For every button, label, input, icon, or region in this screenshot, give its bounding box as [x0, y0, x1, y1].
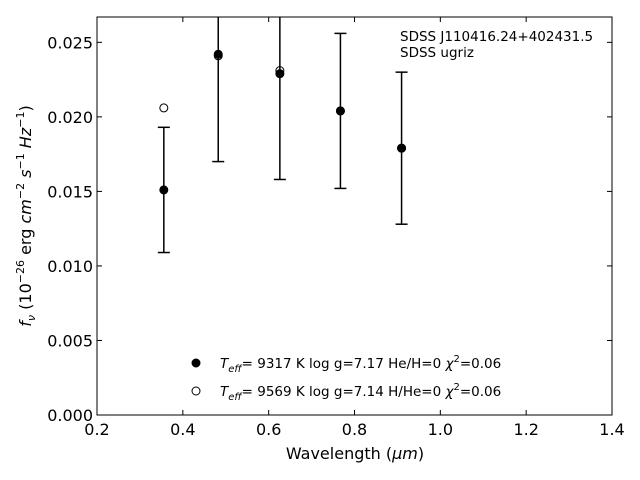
ticks-layer: 0.2 0.4 0.6 0.8 1.0 1.2 1.4 0.000 0.005 0.010 0.01… — [47, 17, 625, 439]
open-circle-point — [397, 143, 407, 153]
y-axis-units-text: erg — [16, 224, 35, 260]
open-circle-point — [335, 106, 345, 116]
legend: Teff= 9317 K log g=7.17 He/H=0 χ2=0.06 Te… — [191, 354, 501, 403]
x-tick-label: 0.6 — [256, 420, 281, 439]
x-tick-label: 0.2 — [84, 420, 109, 439]
y-axis-label-subscript: ν — [25, 315, 38, 321]
filled-circle-point — [159, 185, 169, 195]
plot-layer — [157, 17, 408, 254]
open-circle-point — [159, 103, 169, 113]
legend-entry: Teff= 9317 K log g=7.17 He/H=0 χ2=0.06 — [220, 354, 501, 375]
open-circle-point — [275, 66, 285, 76]
photometry-annotation: SDSS ugriz — [400, 45, 474, 61]
y-axis-label-symbol: f — [16, 319, 35, 327]
y-tick-label: 0.015 — [47, 182, 93, 201]
x-axis-label-text: Wavelength — [286, 444, 381, 463]
legend-marker — [191, 386, 201, 396]
x-tick-label: 0.4 — [170, 420, 195, 439]
x-tick-label: 1.2 — [513, 420, 538, 439]
filled-circle-point — [275, 69, 285, 79]
x-tick-label: 0.8 — [342, 420, 367, 439]
x-tick-label: 1.0 — [428, 420, 453, 439]
x-tick-label: 1.4 — [599, 420, 624, 439]
open-circle-point — [213, 51, 223, 61]
y-tick-label: 0.020 — [47, 108, 93, 127]
x-axis-unit: μm — [391, 444, 418, 463]
y-tick-label: 0.005 — [47, 331, 93, 350]
y-tick-label: 0.000 — [47, 406, 93, 425]
data-marks — [157, 17, 408, 254]
x-axis-label: Wavelength (μm) — [286, 444, 424, 463]
y-tick-label: 0.025 — [47, 33, 93, 52]
y-tick-label: 0.010 — [47, 257, 93, 276]
y-axis-label: fν (10−26 erg cm−2 s−1 Hz−1) — [14, 105, 38, 326]
legend-marker — [191, 358, 201, 368]
object-name-annotation: SDSS J110416.24+402431.5 — [400, 29, 593, 45]
legend-entry: Teff= 9569 K log g=7.14 H/He=0 χ2=0.06 — [220, 382, 501, 403]
